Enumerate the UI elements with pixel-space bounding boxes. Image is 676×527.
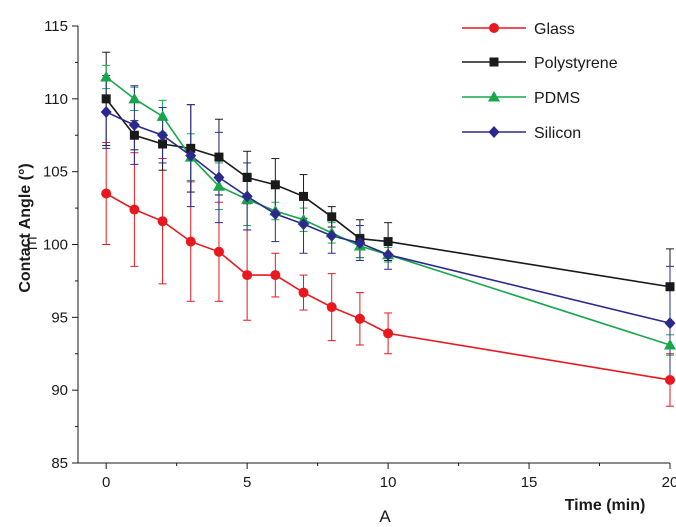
legend-marker-pdms xyxy=(488,91,500,102)
point-polystyrene xyxy=(242,172,252,182)
y-tick-label: 90 xyxy=(51,382,68,399)
point-silicon xyxy=(128,119,140,132)
point-polystyrene xyxy=(186,143,196,153)
x-axis-title: Time (min) xyxy=(565,497,646,514)
legend-label-glass: Glass xyxy=(534,21,575,38)
point-silicon xyxy=(157,129,169,142)
point-glass xyxy=(298,287,309,298)
x-tick-label: 0 xyxy=(102,474,110,491)
point-polystyrene xyxy=(101,94,111,104)
point-polystyrene xyxy=(129,130,139,140)
point-polystyrene xyxy=(270,180,280,190)
x-tick-label: 5 xyxy=(243,474,251,491)
point-glass xyxy=(665,374,675,385)
y-tick-label: 110 xyxy=(44,91,68,108)
point-polystyrene xyxy=(383,237,393,247)
y-tick-label: 115 xyxy=(44,18,68,35)
legend-marker-polystyrene xyxy=(489,57,499,67)
x-tick-label: 20 xyxy=(662,474,676,491)
point-glass xyxy=(185,236,196,247)
series-lines xyxy=(105,76,671,381)
legend: Glass Polystyrene PDMS Silicon xyxy=(462,21,618,142)
y-tick-label: 100 xyxy=(43,237,68,254)
bottom-label: A xyxy=(379,507,391,526)
point-glass xyxy=(129,204,140,215)
legend-label-silicon: Silicon xyxy=(534,125,581,142)
legend-marker-glass xyxy=(489,23,499,33)
point-glass xyxy=(354,313,365,324)
point-pdms xyxy=(100,70,113,82)
point-glass xyxy=(213,246,224,257)
point-glass xyxy=(157,216,168,227)
point-silicon xyxy=(213,171,225,184)
x-tick-label: 10 xyxy=(380,474,397,491)
legend-marker-silicon xyxy=(488,126,500,138)
point-pdms xyxy=(128,92,141,104)
point-silicon xyxy=(326,229,338,242)
point-glass xyxy=(242,270,253,281)
legend-label-polystyrene: Polystyrene xyxy=(534,55,618,72)
point-silicon xyxy=(185,149,197,162)
point-silicon xyxy=(100,105,112,118)
error-bars xyxy=(102,51,674,407)
axes: 85 90 95 100 105 110 115 0 5 10 15 20 xyxy=(43,18,676,491)
y-tick-label: 85 xyxy=(51,455,68,472)
point-pdms xyxy=(664,339,676,350)
series-line-polystyrene xyxy=(105,98,671,288)
point-polystyrene xyxy=(299,191,309,201)
point-silicon xyxy=(382,248,394,261)
y-tick-label: 105 xyxy=(43,164,68,181)
point-silicon xyxy=(269,207,281,220)
point-silicon xyxy=(298,218,310,231)
point-pdms xyxy=(212,180,225,191)
point-glass xyxy=(383,328,394,339)
point-polystyrene xyxy=(327,212,337,222)
x-tick-label: 15 xyxy=(521,474,538,491)
point-glass xyxy=(101,188,112,199)
y-axis-title: Contact Angle (°) xyxy=(17,163,34,292)
point-glass xyxy=(326,302,337,313)
point-polystyrene xyxy=(665,282,675,292)
point-silicon xyxy=(664,317,676,330)
point-silicon xyxy=(241,190,253,203)
series-line-silicon xyxy=(105,111,671,324)
point-polystyrene xyxy=(214,152,224,162)
side-label: E xyxy=(26,234,37,253)
point-silicon xyxy=(354,237,366,250)
legend-label-pdms: PDMS xyxy=(534,90,580,107)
point-polystyrene xyxy=(158,139,168,149)
series-line-glass xyxy=(105,192,671,381)
point-glass xyxy=(270,270,281,281)
y-tick-label: 95 xyxy=(51,309,68,326)
point-pdms xyxy=(156,110,169,121)
series-markers xyxy=(100,70,676,385)
